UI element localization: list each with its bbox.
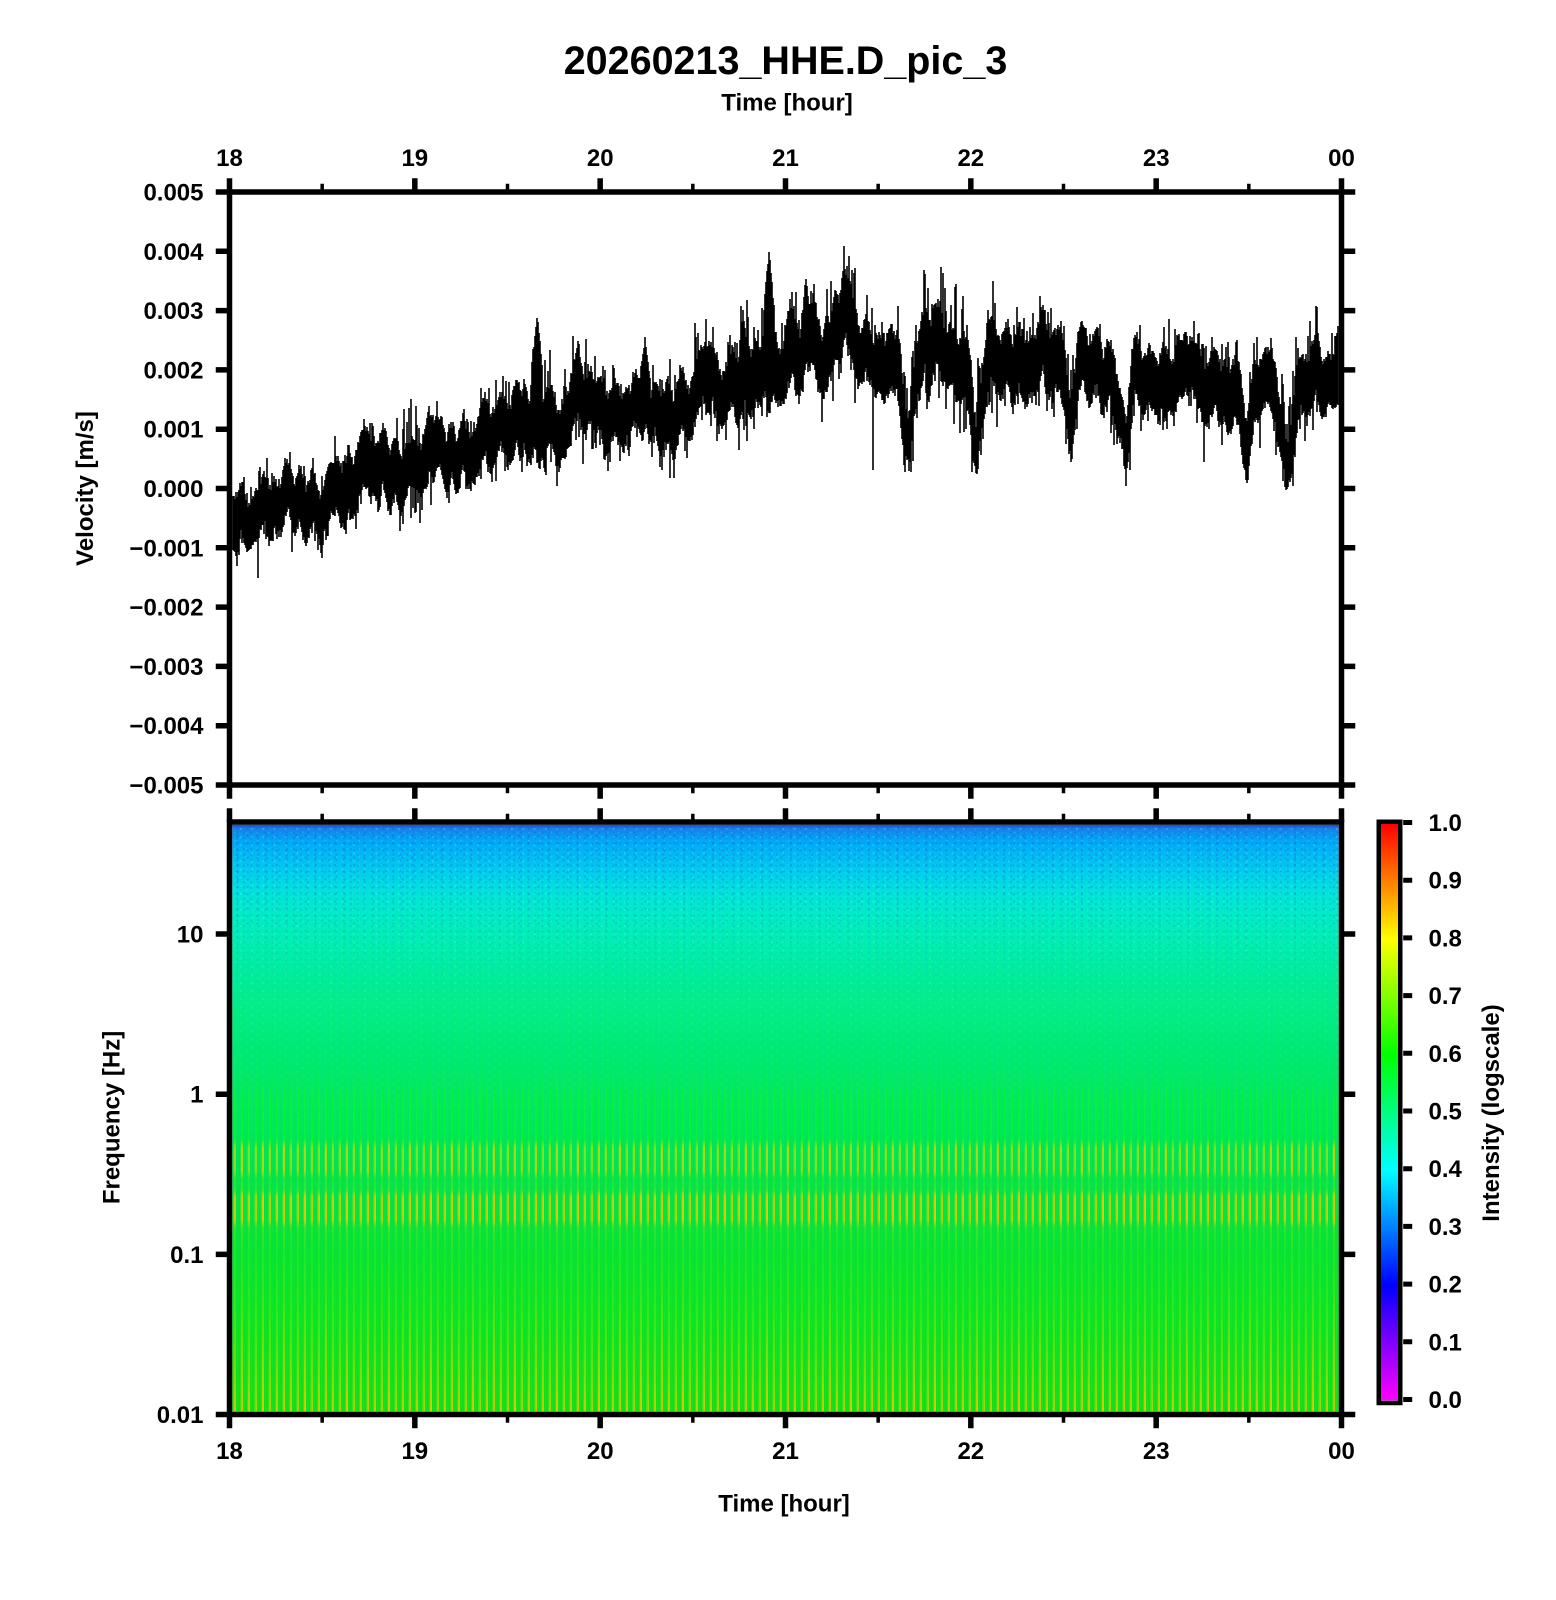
svg-text:−0.002: −0.002 [129,595,203,622]
svg-text:0.6: 0.6 [1429,1041,1462,1068]
svg-text:1.0: 1.0 [1429,810,1462,837]
svg-text:0.001: 0.001 [143,417,203,444]
svg-text:0.2: 0.2 [1429,1272,1462,1299]
svg-text:0.7: 0.7 [1429,983,1462,1010]
svg-text:−0.004: −0.004 [129,713,204,740]
svg-text:Intensity (logscale): Intensity (logscale) [1478,1004,1505,1221]
svg-text:21: 21 [772,145,799,172]
svg-text:18: 18 [216,145,243,172]
svg-text:Velocity [m/s]: Velocity [m/s] [72,411,99,566]
svg-text:0.9: 0.9 [1429,868,1462,895]
svg-text:0.4: 0.4 [1429,1156,1463,1183]
svg-text:21: 21 [772,1438,799,1465]
svg-text:0.3: 0.3 [1429,1214,1462,1241]
svg-text:Time [hour]: Time [hour] [718,1491,850,1518]
svg-text:0.5: 0.5 [1429,1099,1462,1126]
svg-text:Frequency [Hz]: Frequency [Hz] [99,1031,126,1204]
svg-text:22: 22 [957,1438,984,1465]
svg-text:19: 19 [401,145,428,172]
svg-text:23: 23 [1143,145,1170,172]
svg-text:20260213_HHE.D_pic_3: 20260213_HHE.D_pic_3 [564,39,1008,83]
svg-text:0.000: 0.000 [143,476,203,503]
svg-text:0.8: 0.8 [1429,925,1462,952]
svg-text:0.002: 0.002 [143,357,203,384]
svg-text:0.1: 0.1 [1429,1329,1462,1356]
svg-text:22: 22 [957,145,984,172]
svg-text:23: 23 [1143,1438,1170,1465]
svg-text:0.004: 0.004 [143,239,204,266]
svg-text:00: 00 [1328,145,1355,172]
svg-text:18: 18 [216,1438,243,1465]
svg-text:19: 19 [401,1438,428,1465]
svg-text:0.003: 0.003 [143,298,203,325]
svg-text:1: 1 [190,1082,203,1109]
svg-text:−0.001: −0.001 [129,535,203,562]
svg-text:20: 20 [587,145,614,172]
svg-text:20: 20 [587,1438,614,1465]
svg-text:Time [hour]: Time [hour] [721,90,853,117]
svg-text:0.005: 0.005 [143,180,203,207]
svg-text:10: 10 [177,922,204,949]
svg-text:0.1: 0.1 [170,1242,203,1269]
svg-text:0.0: 0.0 [1429,1387,1462,1414]
svg-text:0.01: 0.01 [157,1402,204,1429]
svg-text:−0.003: −0.003 [129,654,203,681]
svg-text:00: 00 [1328,1438,1355,1465]
svg-text:−0.005: −0.005 [129,773,203,800]
